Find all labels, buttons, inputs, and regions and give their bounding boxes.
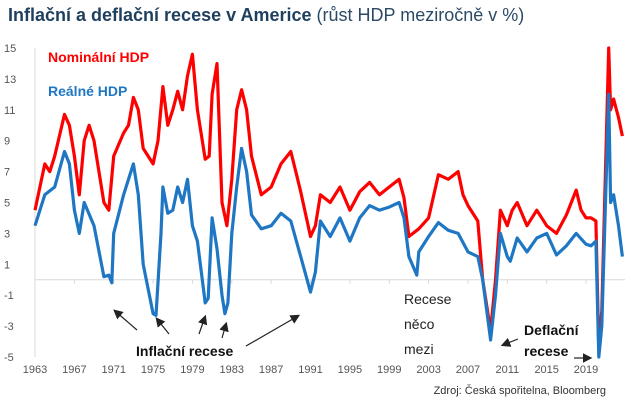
- x-tick-label: 1963: [23, 364, 47, 376]
- annotation-arrow: [198, 314, 208, 335]
- x-tick-label: 2011: [495, 364, 519, 376]
- y-tick-label: 1: [4, 259, 10, 271]
- x-tick-label: 2015: [534, 364, 558, 376]
- y-tick-label: 5: [4, 198, 10, 210]
- y-tick-label: 15: [4, 43, 16, 55]
- annotation-arrow: [219, 321, 229, 339]
- y-tick-label: 13: [4, 74, 16, 86]
- y-tick-label: 7: [4, 167, 10, 179]
- x-tick-label: 1967: [62, 364, 86, 376]
- legend-nominal: Nominální HDP: [48, 49, 149, 65]
- annotation-arrow: [113, 309, 138, 331]
- y-tick-label: -3: [4, 321, 14, 333]
- y-tick-label: 3: [4, 228, 10, 240]
- x-tick-label: 2003: [416, 364, 440, 376]
- series-line-nominal: [33, 46, 624, 351]
- annotation-arrow: [500, 337, 519, 347]
- x-tick-label: 1991: [298, 364, 322, 376]
- x-tick-label: 1995: [338, 364, 362, 376]
- chart-title: Inflační a deflační recese v Americe (rů…: [8, 5, 524, 26]
- x-tick-label: 1987: [259, 364, 283, 376]
- x-tick-label: 1975: [141, 364, 165, 376]
- y-tick-label: -1: [4, 290, 14, 302]
- x-tick-label: 1999: [377, 364, 401, 376]
- y-tick-label: -5: [4, 352, 14, 364]
- x-tick-label: 1979: [180, 364, 204, 376]
- source-note: Zdroj: Česká spořitelna, Bloomberg: [434, 384, 606, 397]
- annotation-arrow: [245, 314, 301, 347]
- title-main: Inflační a deflační recese v Americe: [8, 5, 312, 25]
- y-tick-label: 9: [4, 136, 10, 148]
- annotation-between-1: Recese: [404, 291, 452, 307]
- annotation-between-2: něco: [404, 316, 435, 332]
- annotation-inflation: Inflační recese: [136, 343, 233, 359]
- annotation-arrow: [155, 317, 170, 335]
- annotation-deflation-2: recese: [524, 343, 569, 359]
- x-tick-label: 1983: [220, 364, 244, 376]
- annotation-deflation-1: Deflační: [524, 322, 580, 338]
- legend-real: Reálné HDP: [48, 83, 127, 99]
- series-line-real: [33, 92, 624, 359]
- x-tick-label: 2007: [456, 364, 480, 376]
- annotation-between-3: mezi: [404, 341, 434, 357]
- x-tick-label: 2019: [574, 364, 598, 376]
- title-subtitle: (růst HDP meziročně v %): [316, 5, 525, 25]
- y-tick-label: 11: [4, 105, 15, 117]
- x-tick-label: 1971: [101, 364, 125, 376]
